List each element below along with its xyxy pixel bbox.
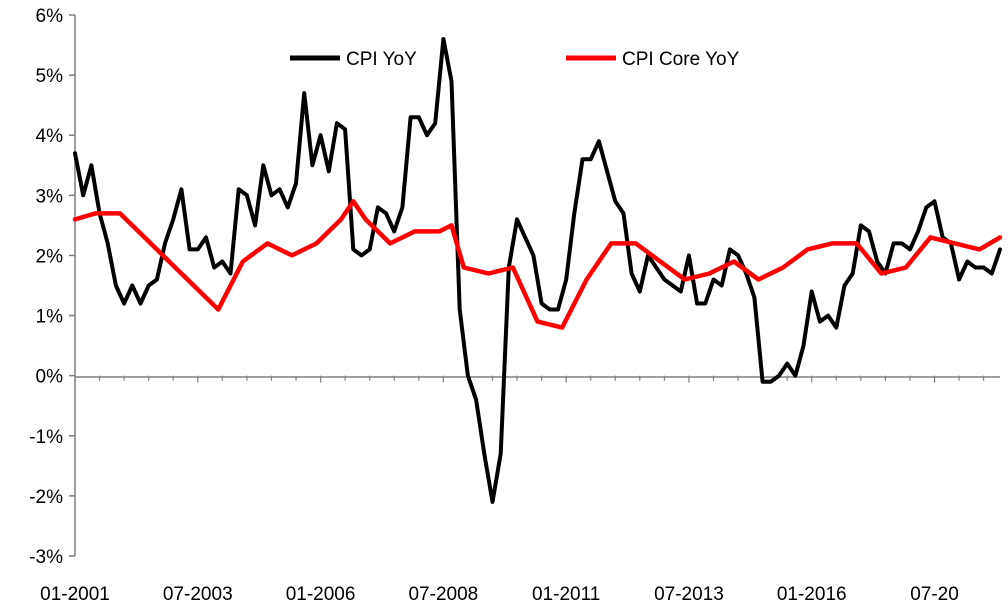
x-tick-label: 07-2008 [408, 584, 478, 605]
y-tick-label: -2% [29, 487, 63, 508]
x-tick-label: 01-2016 [777, 584, 847, 605]
y-tick-label: -1% [29, 427, 63, 448]
y-tick-label: 3% [36, 186, 64, 207]
y-tick-label: 4% [36, 126, 64, 147]
x-tick-label: 07-2013 [654, 584, 724, 605]
y-tick-label: 2% [36, 246, 64, 267]
y-tick-label: 0% [36, 367, 64, 388]
x-tick-label: 01-2001 [40, 584, 110, 605]
y-tick-label: 1% [36, 307, 64, 328]
series-line-cpi-yoy [73, 37, 1002, 504]
x-tick-label: 01-2011 [532, 584, 600, 605]
y-tick-label: 6% [36, 6, 64, 27]
x-axis-ticks: 01-2001 07-2003 01-2006 07-2008 01-2011 07-20… [40, 375, 985, 605]
legend-label-cpi-yoy: CPI YoY [346, 49, 417, 70]
legend-label-cpi-core-yoy: CPI Core YoY [622, 49, 740, 70]
y-tick-label: 5% [36, 66, 64, 87]
series-line-cpi-core-yoy [72, 199, 1003, 330]
x-tick-label: 07-2003 [163, 584, 233, 605]
y-tick-label: -3% [29, 547, 63, 568]
y-axis-ticks: -3% -2% -1% 0% 1% 2% 3% 4% 5% 6% [29, 6, 75, 568]
legend: CPI YoY CPI Core YoY [290, 49, 740, 70]
x-tick-label: 01-2006 [286, 584, 356, 605]
x-tick-label: 07-20 [910, 584, 959, 605]
series-layer [72, 37, 1003, 504]
